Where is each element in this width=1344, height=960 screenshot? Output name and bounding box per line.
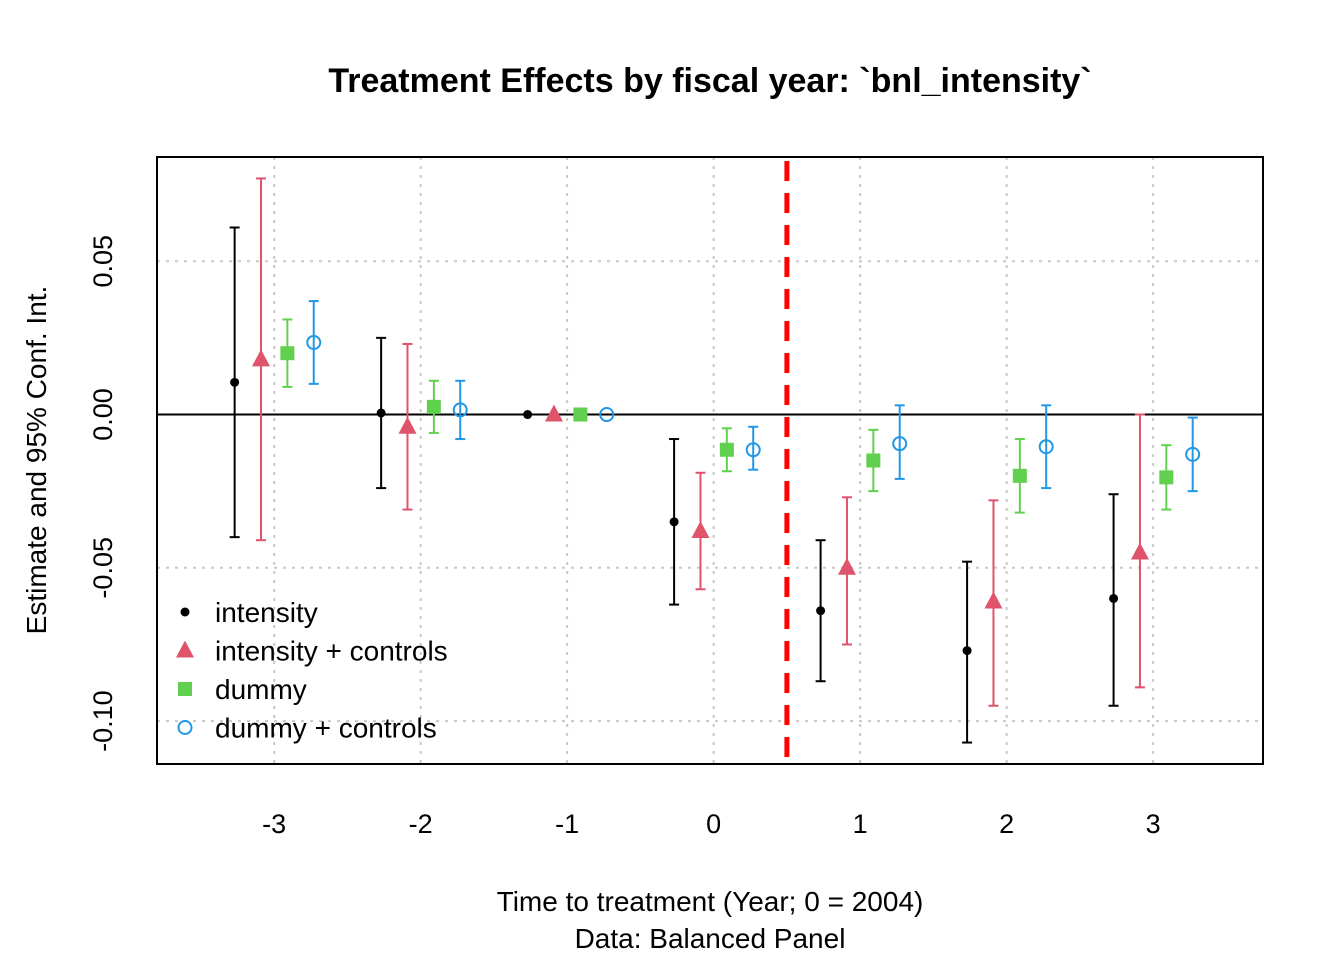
y-tick-label: -0.05 [88,537,118,599]
legend-label: dummy [215,674,307,705]
data-point [523,410,533,420]
data-point [1159,470,1174,485]
data-point [837,557,856,575]
data-point [599,407,615,423]
data-point [892,436,908,452]
series-intensity [229,226,1119,744]
chart-title: Treatment Effects by fiscal year: `bnl_i… [328,62,1091,100]
data-point [816,606,826,616]
legend-marker [177,720,193,735]
y-tick-label: 0.05 [88,235,118,288]
grid [157,157,1263,764]
data-point [1012,468,1027,483]
legend-marker [178,682,192,696]
data-point [719,442,734,457]
series-dummy [280,318,1174,514]
y-tick-label: 0.00 [88,388,118,441]
data-point [669,517,679,527]
x-axis-sublabel: Data: Balanced Panel [575,923,846,954]
data-point [252,349,271,367]
data-point [691,521,710,539]
data-point [1109,593,1119,603]
plot-frame [156,156,1264,765]
data-point [962,646,972,656]
data-point [1038,439,1054,455]
data-point [398,416,417,434]
data-point [866,453,881,468]
data-point [984,591,1003,609]
x-tick-label: -3 [262,809,286,839]
data-point [573,407,588,422]
y-tick-label: -0.10 [88,690,118,752]
y-axis: 0.05 0.00 -0.05 -0.10 [88,235,118,752]
series-layer [229,177,1201,744]
data-point [426,399,441,414]
data-point [280,346,295,361]
data-point [452,402,468,418]
data-point [1185,446,1201,462]
x-axis-label: Time to treatment (Year; 0 = 2004) [497,886,924,917]
data-point [544,404,563,422]
legend-label: dummy + controls [215,713,437,744]
x-tick-label: -1 [555,809,579,839]
legend-label: intensity [215,597,318,628]
data-point [745,442,761,458]
legend-marker [180,607,190,617]
legend-label: intensity + controls [215,636,448,667]
data-point [306,334,322,350]
x-tick-label: 0 [706,809,721,839]
x-tick-label: 1 [853,809,868,839]
series-dummy-controls [306,300,1201,493]
x-axis: -3 -2 -1 0 1 2 3 [262,809,1160,839]
y-axis-label: Estimate and 95% Conf. Int. [21,286,52,635]
legend: intensity intensity + controls dummy dummy … [176,597,448,744]
x-tick-label: 3 [1146,809,1161,839]
x-tick-label: -2 [409,809,433,839]
data-point [1130,542,1149,560]
x-tick-label: 2 [999,809,1014,839]
legend-marker [176,640,194,658]
series-intensity-controls [252,177,1149,707]
data-point [376,408,386,418]
data-point [230,377,240,387]
